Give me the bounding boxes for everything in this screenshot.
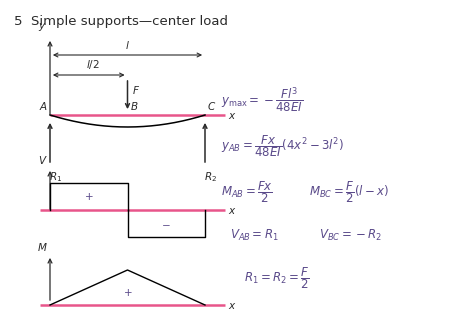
Text: $C$: $C$ [207,100,216,112]
Text: $+$: $+$ [123,287,132,298]
Text: $y_{\mathrm{max}} = -\dfrac{Fl^3}{48EI}$: $y_{\mathrm{max}} = -\dfrac{Fl^3}{48EI}$ [221,86,303,115]
Text: $-$: $-$ [161,218,171,229]
Text: $y$: $y$ [39,21,47,33]
Text: $M$: $M$ [37,241,48,253]
Text: $x$: $x$ [228,111,237,121]
Text: 5  Simple supports—center load: 5 Simple supports—center load [14,15,228,28]
Text: $F$: $F$ [132,84,140,96]
Text: $M_{BC} = \dfrac{F}{2}(l - x)$: $M_{BC} = \dfrac{F}{2}(l - x)$ [309,180,389,205]
Text: $x$: $x$ [228,206,237,216]
Text: $y_{AB} = \dfrac{Fx}{48EI}(4x^2 - 3l^2)$: $y_{AB} = \dfrac{Fx}{48EI}(4x^2 - 3l^2)$ [221,134,344,159]
Text: $M_{AB} = \dfrac{Fx}{2}$: $M_{AB} = \dfrac{Fx}{2}$ [221,180,273,205]
Text: $l/2$: $l/2$ [86,58,100,71]
Text: $l$: $l$ [125,39,130,51]
Text: $V_{AB} = R_1$: $V_{AB} = R_1$ [230,228,279,243]
Text: $R_2$: $R_2$ [204,170,217,184]
Text: $A$: $A$ [39,100,48,112]
Text: $B$: $B$ [129,100,138,112]
Text: $V$: $V$ [38,154,48,166]
Text: $V_{BC} = -R_2$: $V_{BC} = -R_2$ [319,228,382,243]
Text: $R_1 = R_2 = \dfrac{F}{2}$: $R_1 = R_2 = \dfrac{F}{2}$ [244,265,310,291]
Text: $+$: $+$ [84,191,93,202]
Text: $x$: $x$ [228,301,237,311]
Text: $R_1$: $R_1$ [49,170,62,184]
